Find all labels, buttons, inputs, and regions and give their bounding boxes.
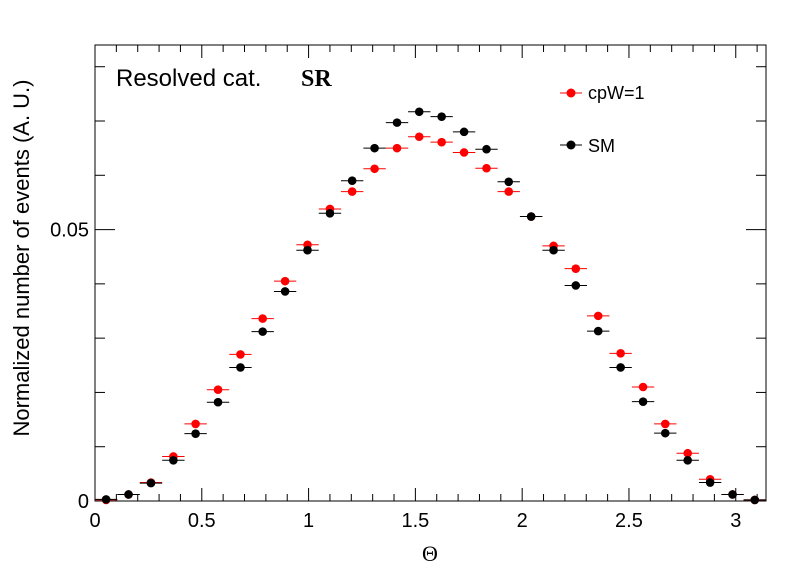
x-tick-label: 3 bbox=[730, 510, 741, 532]
x-tick-label: 1 bbox=[303, 510, 314, 532]
data-point bbox=[392, 143, 402, 153]
data-point bbox=[571, 264, 581, 273]
data-point bbox=[750, 495, 760, 505]
x-axis-tick-labels: 0 0.5 1 1.5 2 2.5 3 bbox=[89, 510, 741, 532]
data-point bbox=[660, 428, 670, 438]
legend-label-cpw: cpW=1 bbox=[588, 83, 645, 103]
data-point bbox=[169, 455, 178, 465]
data-point bbox=[638, 397, 648, 406]
x-axis-ticks bbox=[94, 45, 758, 501]
x-tick-label: 0 bbox=[89, 510, 100, 532]
data-point bbox=[526, 212, 536, 221]
data-point bbox=[370, 143, 379, 153]
data-point bbox=[370, 164, 379, 174]
data-point bbox=[191, 419, 200, 429]
x-tick-label: 2.5 bbox=[615, 510, 643, 532]
legend-marker-cpw bbox=[566, 88, 576, 98]
data-point bbox=[347, 176, 357, 186]
legend-marker-sm bbox=[566, 140, 576, 150]
data-point bbox=[414, 107, 424, 117]
data-point bbox=[705, 478, 715, 487]
data-point bbox=[459, 127, 469, 137]
legend-label-sm: SM bbox=[588, 136, 615, 156]
data-point bbox=[482, 144, 491, 154]
legend: cpW=1 SM bbox=[560, 83, 645, 156]
data-point bbox=[191, 429, 200, 438]
y-axis-tick-labels: 00.05 bbox=[50, 220, 89, 513]
annotation-region: SR bbox=[301, 66, 332, 92]
data-point bbox=[728, 490, 737, 499]
y-axis-label: Normalized number of events (A. U.) bbox=[9, 79, 34, 436]
series-cpw bbox=[94, 132, 766, 505]
data-point bbox=[571, 281, 581, 290]
data-point bbox=[482, 163, 491, 173]
data-point bbox=[325, 208, 335, 218]
data-point bbox=[347, 187, 357, 196]
data-point bbox=[616, 363, 625, 372]
data-point bbox=[504, 177, 514, 187]
data-point bbox=[549, 245, 558, 255]
y-tick-label: 0.05 bbox=[50, 220, 89, 242]
data-point bbox=[593, 326, 603, 336]
y-axis-ticks bbox=[95, 66, 766, 502]
y-tick-label: 0 bbox=[78, 491, 89, 513]
data-point bbox=[236, 350, 245, 359]
data-point bbox=[414, 132, 424, 142]
data-point bbox=[280, 287, 290, 296]
data-point bbox=[258, 314, 267, 323]
data-point bbox=[101, 495, 111, 504]
data-point bbox=[392, 118, 402, 127]
plot-frame bbox=[94, 44, 767, 502]
x-tick-label: 1.5 bbox=[401, 510, 429, 532]
data-point bbox=[124, 490, 133, 499]
data-point bbox=[504, 187, 514, 196]
data-point bbox=[258, 327, 267, 336]
x-axis-label: Θ bbox=[422, 541, 438, 566]
data-point bbox=[459, 148, 469, 157]
annotation-category: Resolved cat. bbox=[116, 65, 261, 92]
x-tick-label: 2 bbox=[517, 510, 528, 532]
data-point bbox=[213, 385, 223, 395]
data-point bbox=[303, 245, 312, 255]
data-point bbox=[638, 382, 648, 392]
data-point bbox=[236, 363, 245, 372]
data-point bbox=[280, 276, 290, 286]
data-point bbox=[660, 419, 670, 429]
data-point bbox=[437, 137, 446, 147]
data-point bbox=[683, 448, 692, 458]
series-sm bbox=[94, 107, 766, 505]
data-point bbox=[616, 349, 625, 358]
data-point bbox=[146, 478, 156, 488]
data-point bbox=[683, 455, 692, 465]
data-point bbox=[593, 311, 603, 321]
series-layer bbox=[94, 107, 766, 505]
x-tick-label: 0.5 bbox=[188, 510, 216, 532]
data-point bbox=[437, 112, 446, 121]
data-point bbox=[213, 397, 223, 407]
